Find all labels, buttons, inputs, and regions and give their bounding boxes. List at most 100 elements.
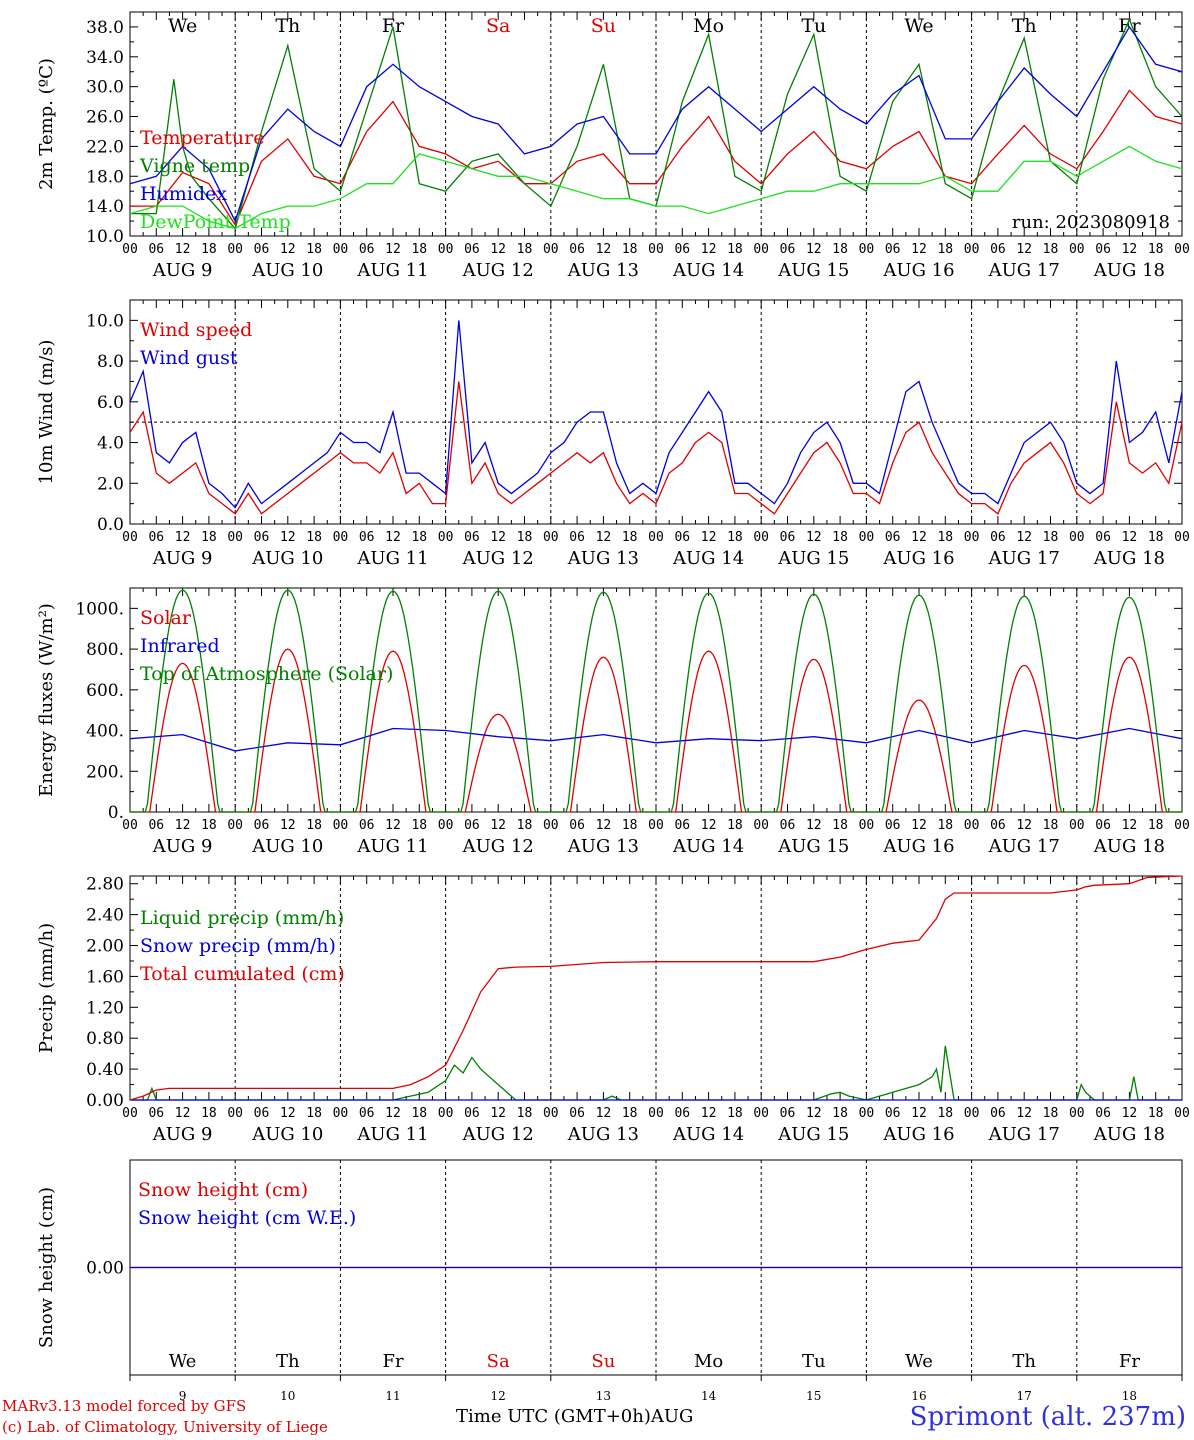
hour-tick-label: 06 <box>569 242 585 257</box>
hour-tick-label: 18 <box>1148 1106 1164 1121</box>
hour-tick-label: 00 <box>227 242 243 257</box>
day-number-label: 10 <box>280 1389 295 1403</box>
hour-tick-label: 12 <box>175 1106 191 1121</box>
hour-tick-label: 12 <box>1016 530 1032 545</box>
hour-tick-label: 06 <box>1095 242 1111 257</box>
hour-tick-label: 18 <box>411 818 427 833</box>
hour-tick-label: 00 <box>964 818 980 833</box>
y-tick-label: 22.0 <box>86 137 124 157</box>
hour-tick-label: 06 <box>569 1106 585 1121</box>
hour-tick-label: 00 <box>333 1106 349 1121</box>
location-title: Sprimont (alt. 237m) <box>909 1402 1186 1432</box>
hour-tick-label: 00 <box>1069 818 1085 833</box>
hour-tick-label: 06 <box>148 1106 164 1121</box>
hour-tick-label: 18 <box>832 242 848 257</box>
hour-tick-label: 06 <box>885 1106 901 1121</box>
y-axis-label: Precip (mm/h) <box>36 923 57 1053</box>
y-tick-label: 200. <box>86 762 124 782</box>
hour-tick-label: 06 <box>674 530 690 545</box>
hour-tick-label: 18 <box>517 242 533 257</box>
hour-tick-label: 18 <box>832 1106 848 1121</box>
weekday-label: Tu <box>802 1351 826 1372</box>
day-number-label: 16 <box>911 1389 926 1403</box>
date-label: AUG 12 <box>462 836 534 857</box>
series-line-dewpoint-temp <box>129 145 1183 230</box>
date-label: AUG 12 <box>462 548 534 569</box>
hour-tick-label: 00 <box>1174 818 1190 833</box>
hour-tick-label: 12 <box>175 530 191 545</box>
y-tick-label: 0.0 <box>97 515 124 535</box>
day-number-label: 15 <box>806 1389 821 1403</box>
hour-tick-label: 12 <box>385 818 401 833</box>
hour-tick-label: 00 <box>438 530 454 545</box>
date-label: AUG 18 <box>1093 548 1165 569</box>
hour-tick-label: 12 <box>596 1106 612 1121</box>
series-line-wind-speed <box>129 381 1183 515</box>
hour-tick-label: 18 <box>517 530 533 545</box>
model-credit: MARv3.13 model forced by GFS <box>2 1397 247 1415</box>
date-label: AUG 14 <box>672 260 744 281</box>
y-tick-label: 8.0 <box>97 352 124 372</box>
legend-entry: Snow height (cm W.E.) <box>138 1207 356 1229</box>
run-annotation: run: 2023080918 <box>1012 212 1170 233</box>
hour-tick-label: 12 <box>911 530 927 545</box>
hour-tick-label: 18 <box>306 1106 322 1121</box>
day-number-label: 18 <box>1122 1389 1137 1403</box>
hour-tick-label: 00 <box>333 530 349 545</box>
hour-tick-label: 00 <box>122 242 138 257</box>
date-label: AUG 10 <box>251 260 323 281</box>
hour-tick-label: 00 <box>438 818 454 833</box>
legend-entry: Top of Atmosphere (Solar) <box>140 663 393 685</box>
hour-tick-label: 18 <box>937 818 953 833</box>
plot-frame <box>129 587 1183 813</box>
hour-tick-label: 00 <box>753 530 769 545</box>
legend-entry: Temperature <box>140 127 264 149</box>
y-tick-label: 400. <box>86 722 124 742</box>
date-label: AUG 15 <box>777 836 849 857</box>
weekday-label: Fr <box>382 15 405 37</box>
date-label: AUG 9 <box>152 260 213 281</box>
hour-tick-label: 00 <box>753 1106 769 1121</box>
hour-tick-label: 12 <box>911 1106 927 1121</box>
hour-tick-label: 00 <box>859 530 875 545</box>
hour-tick-label: 06 <box>569 818 585 833</box>
hour-tick-label: 18 <box>201 818 217 833</box>
hour-tick-label: 18 <box>727 242 743 257</box>
hour-tick-label: 12 <box>701 530 717 545</box>
hour-tick-label: 06 <box>254 242 270 257</box>
hour-tick-label: 00 <box>859 242 875 257</box>
date-label: AUG 12 <box>462 260 534 281</box>
hour-tick-label: 12 <box>1122 818 1138 833</box>
weekday-label: Th <box>1012 1351 1036 1372</box>
hour-tick-label: 06 <box>885 530 901 545</box>
hour-tick-label: 12 <box>280 1106 296 1121</box>
hour-tick-label: 18 <box>411 242 427 257</box>
hour-tick-label: 18 <box>306 818 322 833</box>
hour-tick-label: 06 <box>990 530 1006 545</box>
hour-tick-label: 06 <box>674 818 690 833</box>
hour-tick-label: 06 <box>674 242 690 257</box>
hour-tick-label: 18 <box>1043 242 1059 257</box>
hour-tick-label: 06 <box>1095 818 1111 833</box>
hour-tick-label: 00 <box>227 818 243 833</box>
hour-tick-label: 06 <box>674 1106 690 1121</box>
weekday-label: Su <box>591 15 616 37</box>
date-label: AUG 14 <box>672 548 744 569</box>
hour-tick-label: 06 <box>464 530 480 545</box>
y-tick-label: 34.0 <box>86 48 124 68</box>
date-label: AUG 13 <box>567 260 639 281</box>
hour-tick-label: 00 <box>648 1106 664 1121</box>
hour-tick-label: 06 <box>1095 530 1111 545</box>
hour-tick-label: 12 <box>1122 1106 1138 1121</box>
y-axis-label: Energy fluxes (W/m²) <box>36 603 57 797</box>
hour-tick-label: 00 <box>543 1106 559 1121</box>
date-label: AUG 16 <box>882 836 954 857</box>
date-label: AUG 17 <box>988 548 1060 569</box>
hour-tick-label: 00 <box>859 818 875 833</box>
hour-tick-label: 00 <box>1069 242 1085 257</box>
date-label: AUG 17 <box>988 836 1060 857</box>
hour-tick-label: 00 <box>648 530 664 545</box>
legend-entry: Vigne temp <box>139 155 250 177</box>
hour-tick-label: 12 <box>806 818 822 833</box>
